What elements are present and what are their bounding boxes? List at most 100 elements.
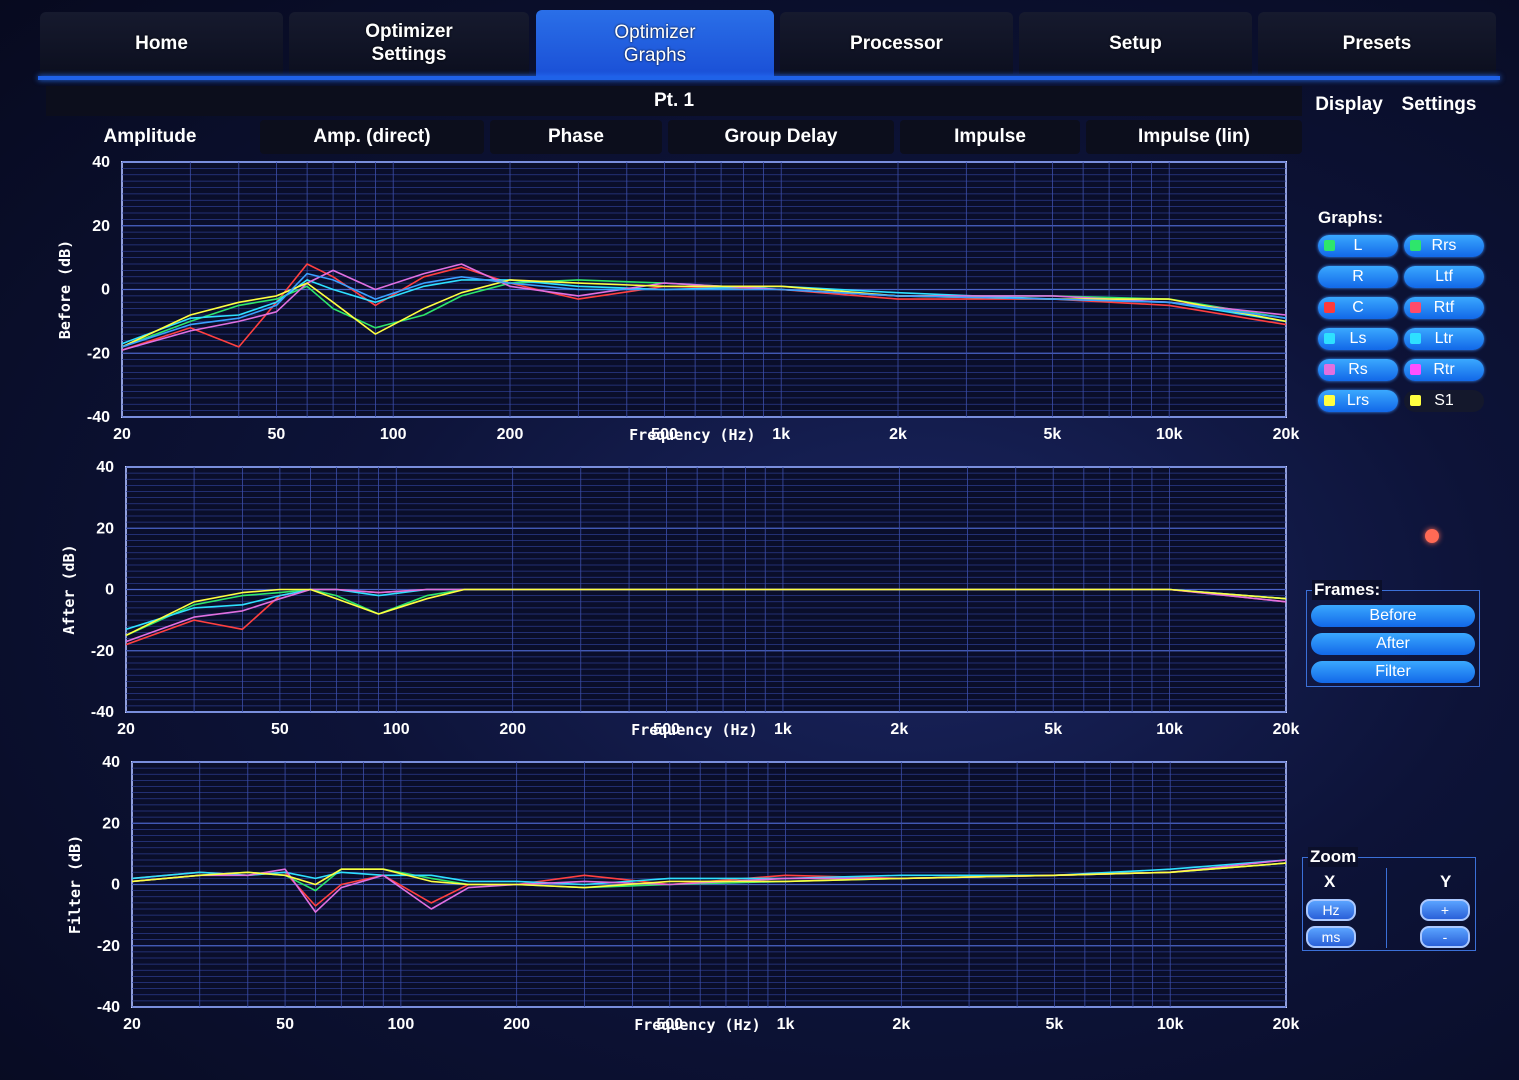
channel-s1-button[interactable]: S1 [1404, 390, 1484, 412]
y-tick-label: 20 [102, 815, 120, 832]
y-tick-label: 40 [96, 459, 114, 476]
series-line [131, 859, 1287, 886]
tab-processor[interactable]: Processor [780, 12, 1013, 74]
x-tick-label: 10k [1156, 721, 1183, 738]
settings-tab[interactable]: Settings [1401, 94, 1477, 115]
after-graph: 20 50 100 200 500 1k 2k 5k 10k 20k 40 20 0 -20 -40 Freq… [54, 455, 1300, 750]
chart-svg: 20 50 100 200 500 1k 2k 5k 10k 20k40200-20-40Freq… [66, 754, 1299, 1034]
series-line [121, 272, 1287, 348]
position-label: Pt. 1 [653, 90, 695, 111]
position-selector[interactable]: Pt. 1 [46, 86, 1302, 116]
status-indicator-icon [1425, 529, 1439, 543]
tab-optimizer-settings[interactable]: Optimizer Settings [289, 12, 529, 74]
subtab-impulse-lin[interactable]: Impulse (lin) [1086, 120, 1302, 154]
channel-c-button[interactable]: C [1318, 297, 1398, 319]
y-tick-label: -20 [91, 643, 114, 660]
x-tick-label: 50 [276, 1016, 294, 1033]
frame-after-button[interactable]: After [1311, 633, 1475, 655]
tab-home[interactable]: Home [40, 12, 283, 74]
before-graph: 20 50 100 200 500 1k 2k 5k 10k 20k 40 20 0 -20 -40 Freq… [50, 150, 1300, 455]
y-tick-label: 0 [111, 877, 120, 894]
x-tick-label: 1k [774, 721, 792, 738]
channel-l-button[interactable]: L [1318, 235, 1398, 257]
subtab-amplitude[interactable]: Amplitude [103, 126, 197, 147]
x-tick-label: 2k [890, 721, 908, 738]
zoom-label: Zoom [1308, 847, 1359, 867]
channel-rtr-button[interactable]: Rtr [1404, 359, 1484, 381]
color-swatch-s1-icon [1410, 395, 1421, 406]
subtab-group-delay[interactable]: Group Delay [668, 120, 894, 154]
chart-svg: 20 50 100 200 500 1k 2k 5k 10k 20k40200-20-40Freq… [60, 459, 1300, 739]
x-tick-label: 20k [1273, 426, 1300, 443]
tab-setup[interactable]: Setup [1019, 12, 1252, 74]
color-swatch-ltr-icon [1410, 333, 1421, 344]
channel-rrs-button[interactable]: Rrs [1404, 235, 1484, 257]
x-tick-label: 5k [1044, 721, 1062, 738]
subtab-phase[interactable]: Phase [490, 120, 662, 154]
zoom-y-plus-button[interactable]: + [1420, 899, 1470, 921]
channel-rtf-button[interactable]: Rtf [1404, 297, 1484, 319]
x-tick-label: 100 [383, 721, 410, 738]
y-axis-label: After (dB) [60, 544, 78, 634]
series-line [121, 263, 1287, 351]
y-tick-label: -40 [91, 704, 114, 721]
tab-optimizer-graphs[interactable]: Optimizer Graphs [536, 10, 774, 78]
x-tick-label: 200 [503, 1016, 530, 1033]
frames-group [1306, 590, 1480, 687]
x-tick-label: 2k [892, 1016, 910, 1033]
x-axis-label: Frequency (Hz) [631, 721, 757, 739]
subtab-impulse[interactable]: Impulse [900, 120, 1080, 154]
x-axis-label: Frequency (Hz) [629, 426, 755, 444]
x-tick-label: 100 [380, 426, 407, 443]
subtab-amp-direct[interactable]: Amp. (direct) [260, 120, 484, 154]
zoom-y-label: Y [1440, 872, 1452, 891]
frames-label: Frames: [1312, 580, 1383, 600]
zoom-x-ms-button[interactable]: ms [1306, 926, 1356, 948]
zoom-x-label: X [1324, 872, 1336, 891]
x-tick-label: 50 [271, 721, 289, 738]
chart-svg: 20 50 100 200 500 1k 2k 5k 10k 20k40200-20-40Freq… [56, 154, 1300, 444]
channel-ltf-button[interactable]: Ltf [1404, 266, 1484, 288]
main-tab-bar: Home Optimizer Settings Optimizer Graphs… [40, 8, 1498, 78]
channel-r-button[interactable]: R [1318, 266, 1398, 288]
frame-filter-button[interactable]: Filter [1311, 661, 1475, 683]
graphs-label: Graphs: [1318, 208, 1384, 227]
color-swatch-lrs-icon [1324, 395, 1335, 406]
filter-graph: 20 50 100 200 500 1k 2k 5k 10k 20k 40 20 0 -20 -40 Freq… [60, 750, 1300, 1045]
channel-ls-button[interactable]: Ls [1318, 328, 1398, 350]
channel-lrs-button[interactable]: Lrs [1318, 390, 1398, 412]
y-tick-label: 20 [92, 218, 110, 235]
y-axis-label: Before (dB) [56, 240, 74, 339]
y-tick-label: 0 [105, 582, 114, 599]
tab-presets[interactable]: Presets [1258, 12, 1496, 74]
x-tick-label: 50 [268, 426, 286, 443]
series-line [125, 588, 1287, 637]
y-tick-label: 40 [102, 754, 120, 771]
x-tick-label: 1k [772, 426, 790, 443]
x-axis-label: Frequency (Hz) [634, 1016, 760, 1034]
zoom-x-hz-button[interactable]: Hz [1306, 899, 1356, 921]
zoom-y-minus-button[interactable]: - [1420, 926, 1470, 948]
x-tick-label: 20 [113, 426, 131, 443]
y-axis-label: Filter (dB) [66, 835, 84, 934]
color-swatch-rtf-icon [1410, 302, 1421, 313]
color-swatch-rs-icon [1324, 364, 1335, 375]
series-line [121, 263, 1287, 351]
zoom-divider [1386, 868, 1387, 948]
y-tick-label: -20 [97, 938, 120, 955]
x-tick-label: 20k [1273, 721, 1300, 738]
frame-before-button[interactable]: Before [1311, 605, 1475, 627]
x-tick-label: 1k [777, 1016, 795, 1033]
x-tick-label: 200 [497, 426, 524, 443]
zoom-group [1302, 857, 1476, 951]
x-tick-label: 5k [1046, 1016, 1064, 1033]
series-line [121, 279, 1287, 345]
color-swatch-c-icon [1324, 302, 1335, 313]
x-tick-label: 100 [388, 1016, 415, 1033]
channel-ltr-button[interactable]: Ltr [1404, 328, 1484, 350]
tab-underline [38, 76, 1500, 80]
display-tab[interactable]: Display [1315, 94, 1383, 115]
color-swatch-l-icon [1324, 240, 1335, 251]
series-line [131, 862, 1287, 889]
channel-rs-button[interactable]: Rs [1318, 359, 1398, 381]
